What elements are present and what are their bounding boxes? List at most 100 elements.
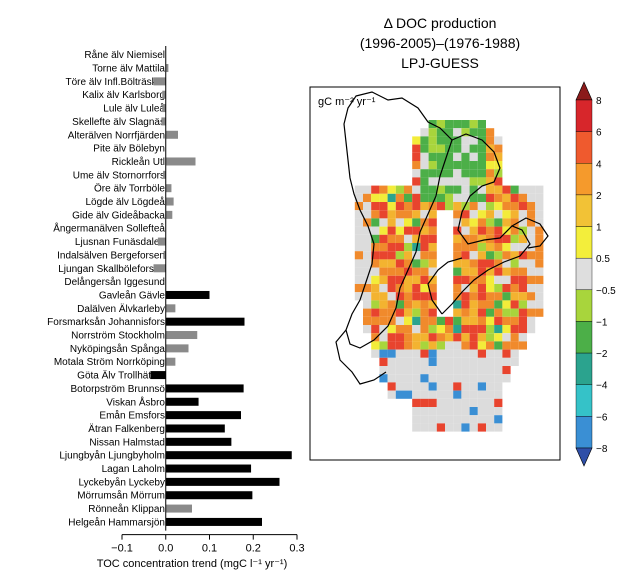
map-cell bbox=[502, 349, 511, 358]
map-cell bbox=[436, 333, 445, 342]
map-cell bbox=[445, 316, 454, 325]
map-cell bbox=[354, 243, 363, 252]
map-cell bbox=[371, 259, 380, 268]
map-cell bbox=[477, 275, 486, 284]
map-cell bbox=[477, 398, 486, 407]
map-cell bbox=[486, 136, 495, 145]
station-label: Pite älv Bölebyn bbox=[93, 144, 165, 155]
map-cell bbox=[445, 390, 454, 399]
map-cell bbox=[363, 300, 372, 309]
station-label: Helgeån Hammarsjön bbox=[68, 516, 165, 528]
map-cell bbox=[477, 382, 486, 391]
map-cell bbox=[412, 292, 421, 301]
map-cell bbox=[428, 308, 437, 317]
map-cell bbox=[412, 251, 421, 260]
map-cell bbox=[486, 390, 495, 399]
map-cell bbox=[527, 292, 536, 301]
map-cell bbox=[477, 374, 486, 383]
map-cell bbox=[486, 415, 495, 424]
map-cell bbox=[395, 243, 404, 252]
map-cell bbox=[510, 210, 519, 219]
map-cell bbox=[486, 202, 495, 211]
map-cell bbox=[412, 390, 421, 399]
map-cell bbox=[395, 349, 404, 358]
map-cell bbox=[445, 325, 454, 334]
map-cell bbox=[510, 193, 519, 202]
map-cell bbox=[486, 407, 495, 416]
colorbar-segment bbox=[575, 163, 593, 196]
map-cell bbox=[371, 275, 380, 284]
map-cell bbox=[412, 202, 421, 211]
map-cell bbox=[461, 128, 470, 137]
map-cell bbox=[477, 357, 486, 366]
map-cell bbox=[354, 193, 363, 202]
map-cell bbox=[486, 275, 495, 284]
map-cell bbox=[469, 193, 478, 202]
map-cell bbox=[469, 308, 478, 317]
map-cell bbox=[453, 407, 462, 416]
map-title-line-2: (1996-2005)–(1976-1988) bbox=[360, 35, 520, 51]
colorbar-segment bbox=[575, 384, 593, 417]
map-cell bbox=[404, 243, 413, 252]
map-cell bbox=[518, 218, 527, 227]
map-cell bbox=[510, 251, 519, 260]
station-label: Nyköpingsån Spånga bbox=[70, 343, 166, 355]
station-label: Norrström Stockholm bbox=[71, 331, 165, 342]
map-cell bbox=[502, 316, 511, 325]
map-cell bbox=[469, 390, 478, 399]
map-cell bbox=[494, 210, 503, 219]
map-cell bbox=[420, 275, 429, 284]
station-label: Ångermanälven Sollefteå bbox=[53, 222, 165, 235]
map-cell bbox=[428, 136, 437, 145]
map-cell bbox=[502, 267, 511, 276]
bar bbox=[165, 384, 244, 393]
map-cell bbox=[363, 308, 372, 317]
map-cell bbox=[461, 177, 470, 186]
map-cell bbox=[453, 316, 462, 325]
map-cell bbox=[527, 251, 536, 260]
station-label: Botorpström Brunnsö bbox=[71, 384, 166, 395]
map-cell bbox=[461, 333, 470, 342]
map-cell bbox=[420, 407, 429, 416]
map-cell bbox=[371, 226, 380, 235]
map-cell bbox=[469, 120, 478, 129]
map-cell bbox=[387, 357, 396, 366]
map-cell bbox=[453, 325, 462, 334]
x-tick-label: 0.1 bbox=[202, 543, 217, 555]
map-cell bbox=[387, 292, 396, 301]
map-cell bbox=[412, 374, 421, 383]
station-label: Kalix älv Karlsborg bbox=[82, 90, 165, 101]
map-cell bbox=[518, 284, 527, 293]
map-cell bbox=[461, 407, 470, 416]
bar bbox=[165, 157, 196, 166]
map-cell bbox=[387, 243, 396, 252]
map-cell bbox=[494, 177, 503, 186]
map-cell bbox=[395, 275, 404, 284]
map-cell bbox=[486, 382, 495, 391]
map-cell bbox=[502, 308, 511, 317]
x-tick-label: 0.0 bbox=[158, 543, 173, 555]
map-cell bbox=[510, 275, 519, 284]
map-cell bbox=[477, 407, 486, 416]
map-cell bbox=[420, 333, 429, 342]
map-cell bbox=[527, 234, 536, 243]
map-cell bbox=[387, 300, 396, 309]
map-cell bbox=[404, 275, 413, 284]
station-label: Rönneån Klippan bbox=[88, 503, 165, 515]
map-cell bbox=[379, 210, 388, 219]
map-cell bbox=[404, 349, 413, 358]
map-cell bbox=[486, 300, 495, 309]
map-cell bbox=[428, 275, 437, 284]
map-cell bbox=[428, 226, 437, 235]
map-cell bbox=[502, 374, 511, 383]
map-cell bbox=[510, 259, 519, 268]
map-cell bbox=[477, 185, 486, 194]
map-cell bbox=[510, 325, 519, 334]
map-cell bbox=[494, 333, 503, 342]
map-cell bbox=[510, 234, 519, 243]
map-cell bbox=[453, 169, 462, 178]
map-cell bbox=[379, 275, 388, 284]
map-cell bbox=[371, 325, 380, 334]
map-cell bbox=[354, 218, 363, 227]
